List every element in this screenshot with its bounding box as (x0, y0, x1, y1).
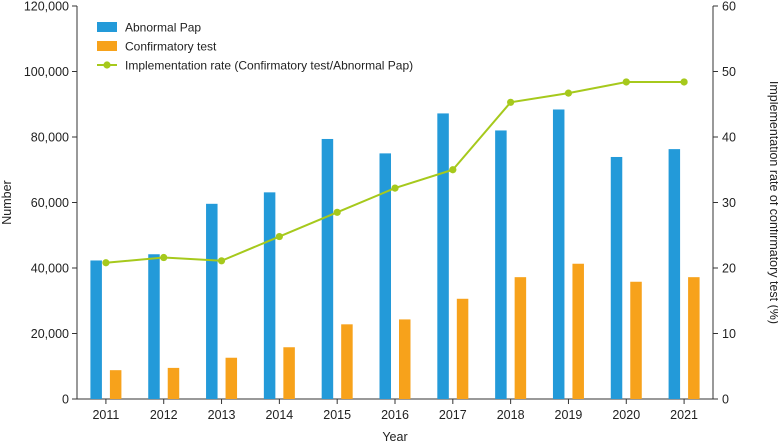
confirmatory-test-bar (167, 367, 180, 399)
x-tick-label: 2011 (92, 408, 119, 422)
implementation-rate-point (160, 253, 168, 262)
x-tick-label: 2016 (381, 408, 409, 422)
legend-entry: Abnormal Pap (125, 21, 201, 35)
implementation-rate-point (217, 257, 226, 265)
x-tick-label: 2015 (323, 408, 351, 422)
y-tick-label: 120,000 (24, 0, 69, 14)
implementation-rate-point (507, 98, 515, 106)
x-tick-label: 2014 (265, 408, 293, 422)
x-tick-label: 2019 (555, 408, 583, 422)
y2-tick-label: 20 (722, 262, 736, 276)
legend: Abnormal Pap Confirmatory test Implementat… (97, 21, 413, 73)
implementation-rate-point (102, 259, 110, 267)
implementation-rate-point (564, 89, 573, 97)
y2-tick-label: 60 (722, 0, 736, 14)
confirmatory-test-bar (283, 347, 295, 399)
confirmatory-test-bar (456, 298, 469, 399)
confirmatory-test-bar (225, 357, 238, 399)
implementation-rate-point (391, 184, 399, 192)
legend-swatch-confirmatory-test (97, 41, 117, 51)
x-tick-label: 2018 (497, 408, 525, 422)
implementation-rate-point (275, 232, 283, 241)
abnormal-pap-bar (610, 156, 623, 399)
abnormal-pap-bar (321, 138, 334, 399)
abnormal-pap-bar (668, 149, 681, 399)
y-tick-label: 0 (62, 393, 69, 407)
confirmatory-test-bar (109, 370, 122, 399)
abnormal-pap-bar (90, 260, 102, 399)
bars-layer (90, 109, 700, 400)
implementation-rate-point (333, 208, 341, 216)
confirmatory-test-bar (399, 319, 411, 399)
abnormal-pap-bar (263, 192, 276, 399)
x-tick-label: 2013 (208, 408, 236, 422)
axes-layer: 0 20,000 40,000 60,000 80,000 100,000 120,000 0… (24, 0, 736, 422)
y-tick-label: 40,000 (31, 262, 69, 276)
x-tick-label: 2017 (439, 408, 467, 422)
abnormal-pap-bar (495, 130, 507, 399)
line-layer (102, 78, 688, 267)
y2-axis-title: Implementation rate of confirmatory test… (767, 81, 778, 324)
legend-entry: Confirmatory test (125, 40, 217, 54)
confirmatory-test-bar (630, 281, 642, 399)
implementation-rate-point (622, 78, 630, 86)
implementation-rate-point (680, 78, 688, 86)
y-tick-label: 60,000 (31, 196, 69, 210)
abnormal-pap-bar (379, 153, 391, 400)
y-tick-label: 20,000 (31, 327, 69, 341)
y2-tick-label: 40 (722, 131, 736, 145)
confirmatory-test-bar (572, 263, 584, 399)
y2-tick-label: 30 (722, 196, 736, 210)
y-tick-label: 80,000 (31, 131, 69, 145)
legend-swatch-abnormal-pap (97, 22, 117, 32)
implementation-rate-line (105, 80, 685, 264)
legend-entry: Implementation rate (Confirmatory test/A… (125, 59, 413, 73)
confirmatory-test-bar (514, 277, 527, 399)
x-tick-label: 2012 (150, 408, 178, 422)
x-tick-label: 2020 (612, 408, 640, 422)
y2-tick-label: 50 (722, 65, 736, 79)
y2-tick-label: 10 (722, 327, 736, 341)
abnormal-pap-bar (437, 113, 449, 400)
x-axis-title: Year (382, 430, 407, 444)
abnormal-pap-bar (148, 254, 160, 399)
y-tick-label: 100,000 (24, 65, 69, 79)
y-axis-title: Number (0, 180, 14, 224)
abnormal-pap-bar (206, 203, 218, 399)
abnormal-pap-bar (552, 109, 565, 400)
legend-marker-implementation-rate (103, 61, 111, 69)
y2-tick-label: 0 (722, 393, 729, 407)
confirmatory-test-bar (688, 277, 700, 399)
implementation-rate-point (449, 166, 457, 174)
confirmatory-test-bar (341, 324, 353, 399)
x-tick-label: 2021 (670, 408, 698, 422)
